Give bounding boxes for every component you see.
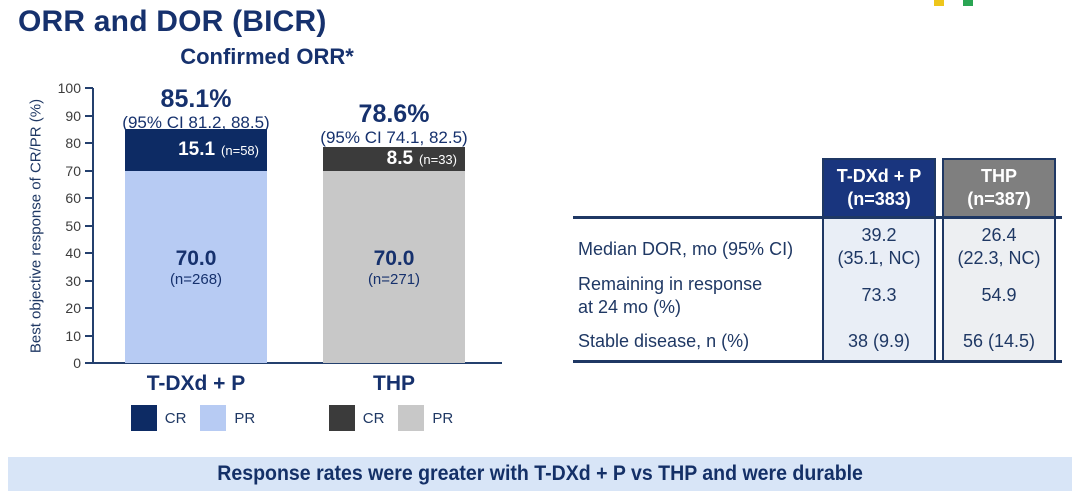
table-header-thp-line1: THP — [981, 166, 1017, 186]
bar2-pr-value-label: 70.0 (n=271) — [323, 247, 465, 289]
y-axis-tick-label: 10 — [65, 327, 81, 344]
conclusion-banner-text: Response rates were greater with T-DXd +… — [217, 462, 863, 485]
table-row1-thp-value-line2: (22.3, NC) — [957, 248, 1041, 268]
bar2-pr-segment — [323, 171, 465, 363]
bar1-cr-value-label: 15.1 (n=58) — [125, 129, 267, 171]
table-header-tdxd-line2: (n=383) — [847, 189, 911, 209]
y-axis-tick-label: 80 — [65, 135, 81, 151]
y-axis-tick-label: 100 — [57, 80, 81, 96]
bar2-legend-cr-label: CR — [362, 409, 385, 427]
table-row2-label-line2: at 24 mo (%) — [578, 297, 682, 317]
conclusion-banner: Response rates were greater with T-DXd +… — [8, 457, 1072, 491]
table-header-tdxd: T-DXd + P (n=383) — [822, 158, 936, 218]
bar1-pr-n: (n=268) — [169, 271, 223, 288]
y-axis-tick — [85, 224, 93, 227]
bar2-legend-pr-label: PR — [432, 409, 454, 427]
bar1-legend: CR PR — [125, 405, 267, 431]
table-row3-tdxd-value: 38 (9.9) — [847, 331, 911, 351]
bar2-cr-value-label: 8.5 (n=33) — [323, 147, 465, 171]
bar1-cr-value: 15.1 — [178, 139, 216, 160]
bar1-confidence-interval: (95% CI 81.2, 88.5) — [122, 113, 270, 132]
bar2-cr-value: 8.5 — [386, 148, 414, 169]
table-row1-thp-value-line1: 26.4 — [981, 225, 1017, 245]
y-axis-tick-label: 90 — [65, 107, 81, 124]
bar2-total-orr: 78.6% — [358, 100, 430, 128]
table-row1-tdxd-value-line2: (35.1, NC) — [837, 248, 921, 268]
y-axis-line — [92, 88, 94, 364]
bar2-pr-value: 70.0 — [373, 247, 415, 270]
table-row2-thp-value: 54.9 — [981, 285, 1017, 305]
y-axis-tick-label: 50 — [65, 217, 81, 234]
bar1-legend-pr-swatch — [200, 405, 227, 431]
bar2-legend-pr-swatch — [398, 405, 425, 431]
table-row2-tdxd-value: 73.3 — [861, 285, 897, 305]
bar2-cr-segment — [323, 147, 465, 171]
y-axis-tick — [85, 279, 93, 282]
y-axis-tick — [85, 87, 93, 89]
bar2-cr-n: (n=33) — [419, 151, 457, 167]
table-row2-label: Remaining in response at 24 mo (%) — [578, 273, 762, 319]
y-axis-tick — [85, 252, 93, 254]
bar1-cr-n: (n=58) — [221, 142, 259, 158]
bar1-cr-segment — [125, 129, 267, 171]
bar1-legend-cr-swatch — [130, 405, 157, 431]
x-axis-line — [92, 362, 502, 364]
bar1-legend-cr-label: CR — [164, 409, 187, 427]
bar1-legend-pr-label: PR — [234, 409, 256, 427]
logo-yellow-mark — [934, 0, 944, 6]
bar1-pr-segment — [125, 171, 267, 363]
y-axis-tick-label: 20 — [65, 300, 81, 316]
y-axis-tick — [85, 334, 93, 337]
y-axis-tick — [85, 197, 93, 199]
table-row2-label-line1: Remaining in response — [578, 274, 763, 294]
table-header-thp-line2: (n=387) — [967, 189, 1031, 209]
bar2-category-label: THP — [373, 372, 415, 395]
bar2-confidence-interval: (95% CI 74.1, 82.5) — [320, 128, 468, 147]
bar1-total-orr: 85.1% — [160, 85, 232, 113]
table-header-tdxd-line1: T-DXd + P — [836, 166, 922, 186]
bar2-pr-n: (n=271) — [367, 271, 421, 288]
y-axis-tick — [85, 307, 93, 309]
table-row3-label: Stable disease, n (%) — [578, 331, 750, 351]
y-axis-tick — [85, 114, 93, 117]
y-axis-label: Best objective response of CR/PR (%) — [27, 98, 45, 354]
table-header-thp: THP (n=387) — [942, 158, 1056, 218]
y-axis-tick-label: 30 — [65, 272, 81, 289]
table-bottom-rule — [573, 360, 1062, 363]
y-axis-tick-label: 0 — [73, 355, 81, 371]
table-row1-tdxd-value-line1: 39.2 — [861, 225, 897, 245]
chart-title: Confirmed ORR* — [180, 44, 354, 69]
table-row1-thp-value: 26.4 (22.3, NC) — [942, 224, 1056, 270]
table-body-column-tdxd — [822, 218, 936, 363]
bar1-pr-value-label: 70.0 (n=268) — [125, 247, 267, 289]
table-body-column-thp — [942, 218, 1056, 363]
y-axis-tick-label: 60 — [65, 190, 81, 206]
page-title: ORR and DOR (BICR) — [18, 5, 327, 38]
bar1-category-label: T-DXd + P — [146, 372, 246, 395]
bar2-legend-cr-swatch — [328, 405, 355, 431]
logo-green-mark — [963, 0, 973, 6]
bar1-pr-value: 70.0 — [175, 247, 217, 270]
bar2-legend: CR PR — [323, 405, 465, 431]
y-axis-tick-label: 40 — [65, 245, 81, 261]
table-header-rule — [573, 216, 1062, 219]
table-row1-tdxd-value: 39.2 (35.1, NC) — [822, 224, 936, 270]
y-axis-tick-label: 70 — [65, 162, 81, 179]
table-row1-label: Median DOR, mo (95% CI) — [578, 239, 794, 259]
y-axis-tick — [85, 142, 93, 144]
y-axis-tick — [85, 362, 93, 364]
y-axis-tick — [85, 169, 93, 172]
table-row3-thp-value: 56 (14.5) — [962, 331, 1036, 351]
